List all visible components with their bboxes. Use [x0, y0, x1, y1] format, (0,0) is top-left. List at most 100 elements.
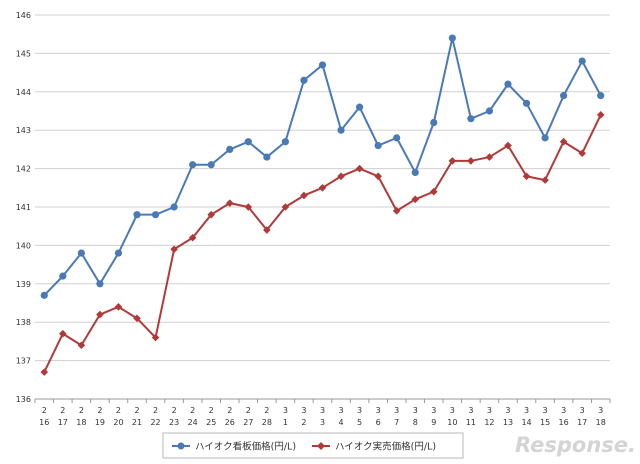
data-point-1: [318, 61, 327, 69]
data-point-1: [337, 126, 345, 134]
data-point-1: [578, 57, 586, 65]
x-tick-label-month: 2: [172, 406, 177, 415]
data-point-2: [300, 191, 308, 200]
x-tick-label-day: 6: [376, 418, 381, 427]
data-point-1: [597, 92, 605, 100]
x-tick-label-month: 3: [376, 406, 381, 415]
data-point-1: [411, 168, 419, 177]
x-tick-label-month: 3: [598, 406, 603, 415]
grid-lines: [35, 14, 610, 400]
x-tick-label-month: 3: [431, 406, 436, 415]
x-tick-label-month: 2: [79, 406, 84, 415]
data-point-2: [170, 245, 178, 254]
x-tick-label-day: 13: [503, 418, 513, 427]
data-point-2: [318, 184, 327, 192]
data-point-1: [430, 118, 438, 127]
x-tick-label-day: 9: [431, 418, 436, 427]
data-point-1: [467, 115, 475, 123]
data-point-2: [485, 153, 494, 161]
series-lines: [40, 34, 605, 376]
x-tick-label-day: 19: [95, 418, 105, 427]
y-tick-label: 146: [16, 11, 31, 20]
x-tick-label-day: 27: [243, 418, 253, 427]
data-point-2: [559, 137, 568, 146]
x-tick-label-day: 4: [339, 418, 344, 427]
x-tick-label-month: 3: [394, 406, 399, 415]
x-tick-label-month: 2: [264, 406, 269, 415]
x-tick-label-month: 2: [97, 406, 102, 415]
data-point-1: [96, 280, 104, 288]
series-line-1: [43, 37, 602, 297]
y-tick-label: 136: [16, 395, 31, 404]
data-point-2: [448, 157, 457, 165]
y-tick-label: 144: [16, 88, 31, 97]
x-tick-label-month: 2: [116, 406, 121, 415]
y-tick-label: 137: [16, 357, 31, 366]
x-tick-label-day: 24: [188, 418, 198, 427]
data-point-2: [337, 172, 345, 181]
data-point-1: [300, 76, 308, 84]
data-point-2: [244, 203, 253, 211]
data-point-1: [189, 161, 197, 169]
legend-swatch-marker-2: [317, 442, 325, 450]
x-tick-label-month: 3: [450, 406, 455, 415]
y-tick-label: 145: [16, 49, 31, 58]
x-tick-label-month: 3: [543, 406, 548, 415]
data-point-2: [578, 149, 586, 158]
legend-swatch-marker-1: [177, 442, 185, 450]
x-tick-label-day: 5: [357, 418, 362, 427]
legend-entry-1: ハイオク看板価格(円/L): [195, 441, 296, 453]
x-tick-label-day: 10: [447, 418, 457, 427]
x-tick-label-day: 28: [262, 418, 272, 427]
data-point-1: [393, 134, 401, 142]
x-tick-label-day: 20: [113, 418, 123, 427]
x-tick-label-month: 2: [42, 406, 47, 415]
data-point-1: [40, 291, 48, 299]
y-tick-label: 140: [16, 241, 31, 250]
x-tick-label-month: 2: [209, 406, 214, 415]
data-point-1: [77, 249, 85, 257]
data-point-2: [411, 195, 420, 204]
x-tick-label-month: 3: [487, 406, 492, 415]
data-point-1: [522, 99, 531, 107]
x-tick-label-day: 16: [559, 418, 569, 427]
x-tick-label-month: 2: [134, 406, 139, 415]
x-tick-label-day: 2: [301, 418, 306, 427]
data-point-1: [355, 103, 364, 111]
x-tick-label-day: 12: [484, 418, 494, 427]
x-tick-label-day: 16: [39, 418, 49, 427]
data-point-2: [596, 111, 605, 119]
x-tick-label-month: 3: [505, 406, 510, 415]
x-tick-label-day: 25: [206, 418, 216, 427]
x-tick-label-month: 3: [413, 406, 418, 415]
data-point-1: [448, 34, 456, 42]
data-point-2: [541, 176, 549, 184]
data-point-1: [133, 211, 141, 219]
data-point-1: [170, 203, 178, 211]
x-tick-label-month: 3: [561, 406, 566, 415]
x-tick-label-day: 17: [58, 418, 68, 427]
x-tick-label-day: 8: [413, 418, 418, 427]
data-point-1: [504, 80, 512, 88]
data-point-1: [485, 107, 494, 115]
x-tick-label-day: 23: [169, 418, 179, 427]
x-tick-label-month: 3: [580, 406, 585, 415]
x-tick-label-month: 2: [190, 406, 195, 415]
x-tick-label-month: 2: [246, 406, 251, 415]
watermark-logo: Response.: [515, 433, 636, 457]
data-point-2: [114, 303, 123, 311]
data-point-1: [226, 145, 234, 153]
x-tick-label-day: 14: [521, 418, 531, 427]
y-axis: 136 137 138 139 140 141 142 143 144 145 146: [16, 11, 31, 404]
y-tick-label: 138: [16, 318, 31, 327]
series-line-2: [43, 114, 602, 373]
data-point-1: [560, 92, 568, 100]
x-tick-label-day: 21: [132, 418, 142, 427]
data-point-2: [374, 172, 382, 181]
x-tick-label-month: 3: [301, 406, 306, 415]
y-tick-label: 143: [16, 126, 31, 135]
data-point-2: [40, 368, 49, 376]
x-tick-label-day: 15: [540, 418, 550, 427]
data-point-2: [522, 172, 531, 181]
